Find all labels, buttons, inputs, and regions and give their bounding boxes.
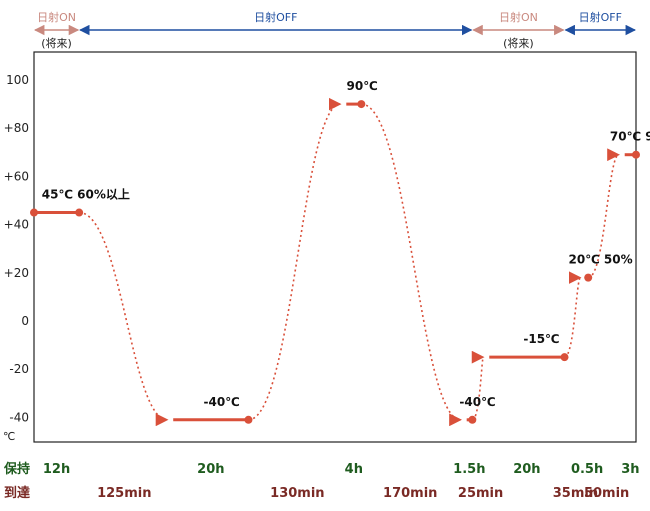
ramp-duration: 170min <box>383 486 437 501</box>
time-rows: 保持 12h 20h 4h 1.5h 20h 0.5h 3h 到達 125min 130min 170… <box>3 461 640 501</box>
ramp-duration: 125min <box>97 486 151 501</box>
data-point <box>357 100 366 109</box>
phase-sublabel: (将来) <box>503 37 534 50</box>
annotations: 45℃ 60%以上 -40℃ 90℃ -40℃ -15℃ 20℃ 50% 70℃ 95% <box>42 79 650 409</box>
data-label: 20℃ 50% <box>569 253 633 267</box>
hold-duration: 1.5h <box>453 462 485 477</box>
data-point <box>584 273 593 282</box>
transition-segment <box>79 211 169 427</box>
transition-segment <box>248 97 342 421</box>
transition-segment <box>361 103 462 427</box>
y-axis-unit: ℃ <box>3 430 15 443</box>
data-point <box>560 353 569 362</box>
phase-label: 日射OFF <box>254 10 297 24</box>
ramp-duration: 50min <box>584 486 629 501</box>
ramp-duration: 25min <box>458 486 503 501</box>
y-axis: 100 +80 +60 +40 +20 0 -20 -40 <box>4 73 29 424</box>
hold-duration: 20h <box>197 462 224 477</box>
phase-sublabel: (将来) <box>41 37 72 50</box>
y-tick-label: +40 <box>4 218 29 232</box>
y-tick-label: -40 <box>9 410 29 424</box>
data-label: 70℃ 95% <box>610 130 650 144</box>
ramp-duration: 130min <box>270 486 324 501</box>
y-tick-label: +60 <box>4 169 29 183</box>
data-point <box>468 415 477 424</box>
data-label: -15℃ <box>523 332 559 346</box>
ramp-duration: 35min <box>553 486 598 501</box>
phase-bar: 日射ON (将来) 日射OFF 日射ON (将来) 日射OFF <box>33 10 637 50</box>
hold-duration: 0.5h <box>571 462 603 477</box>
data-label: 90℃ <box>347 79 378 93</box>
transition-segment <box>563 271 582 358</box>
phase-label: 日射ON <box>499 10 538 24</box>
data-point <box>632 150 640 159</box>
y-tick-label: +20 <box>4 266 29 280</box>
phase-label: 日射OFF <box>579 10 622 24</box>
temperature-profile <box>30 97 640 427</box>
data-label: 45℃ 60%以上 <box>42 187 130 202</box>
hold-duration: 20h <box>513 462 540 477</box>
transition-segment <box>587 148 620 279</box>
data-point <box>75 208 84 217</box>
hold-duration: 3h <box>621 462 639 477</box>
y-tick-label: 100 <box>6 73 29 87</box>
phase-label: 日射ON <box>37 10 76 24</box>
ramp-row-label: 到達 <box>4 485 30 501</box>
y-tick-label: -20 <box>9 362 29 376</box>
hold-duration: 4h <box>345 462 363 477</box>
data-label: -40℃ <box>459 395 495 409</box>
data-point <box>30 208 38 217</box>
hold-row-label: 保持 <box>3 461 30 477</box>
data-label: -40℃ <box>204 395 240 409</box>
transition-segment <box>471 351 485 421</box>
y-tick-label: +80 <box>4 121 29 135</box>
y-tick-label: 0 <box>21 314 29 328</box>
data-point <box>244 415 253 424</box>
hold-duration: 12h <box>43 462 70 477</box>
plot-frame <box>33 51 637 443</box>
